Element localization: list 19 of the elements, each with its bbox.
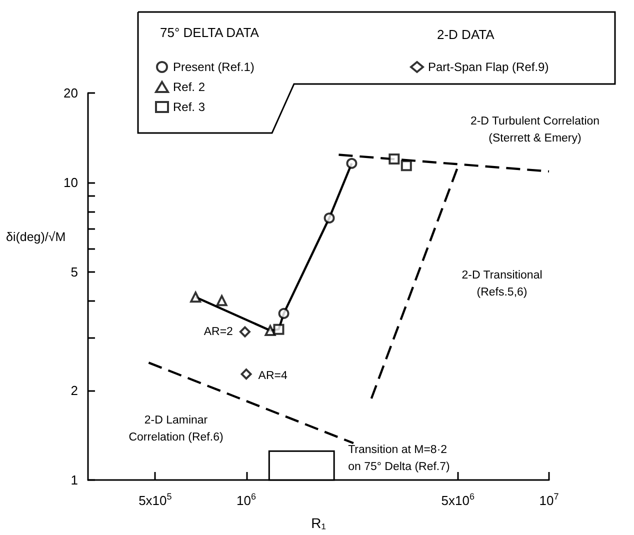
- band-label: Transition at M=8·2 on 75° Delta (Ref.7): [348, 444, 450, 474]
- y-tick-label: 20: [64, 86, 78, 100]
- legend-label: Part-Span Flap (Ref.9): [428, 60, 549, 74]
- legend-label: Ref. 2: [173, 80, 206, 94]
- y-axis-title: δi(deg)/√M: [6, 230, 66, 244]
- y-tick-label: 1: [70, 472, 78, 488]
- x-axis-title: R₁: [311, 515, 326, 531]
- annotation: AR=4: [258, 370, 288, 382]
- annotation: 2-D Laminar Correlation (Ref.6): [128, 414, 224, 444]
- legend-label: Present (Ref.1): [173, 60, 254, 74]
- legend-title: 75° DELTA DATA: [160, 25, 260, 40]
- y-tick-label: 2: [70, 382, 78, 398]
- legend-label: Ref. 3: [173, 100, 206, 114]
- text: 2-D DATA: [437, 27, 495, 42]
- annotation: 2-D Transitional (Refs.5,6): [462, 270, 542, 298]
- annotation: 2-D Turbulent Correlation (Sterrett & Emery): [470, 116, 600, 144]
- annotation: AR=2: [204, 326, 233, 338]
- y-tick-label: 10: [64, 175, 78, 190]
- y-tick-label: 5: [70, 264, 78, 280]
